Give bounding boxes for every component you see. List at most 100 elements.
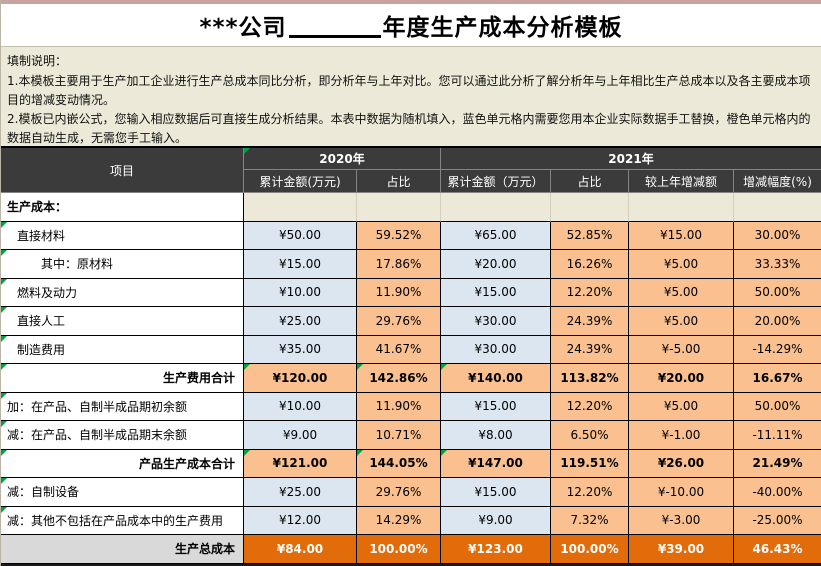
value-cell[interactable]: 11.90%: [357, 392, 441, 421]
row-label-cell[interactable]: 生产费用合计: [1, 364, 244, 393]
row-label-cell[interactable]: 制造费用: [1, 335, 244, 364]
value-cell[interactable]: -14.29%: [734, 335, 821, 364]
row-label-cell[interactable]: 加：在产品、自制半成品期初余额: [1, 392, 244, 421]
value-cell[interactable]: ¥120.00: [244, 364, 357, 393]
value-cell[interactable]: ¥26.00: [629, 449, 734, 478]
value-cell[interactable]: 6.50%: [551, 421, 629, 450]
value-cell[interactable]: ¥121.00: [244, 449, 357, 478]
value-cell[interactable]: -11.11%: [734, 421, 821, 450]
row-label-cell[interactable]: 减：自制设备: [1, 478, 244, 507]
value-cell[interactable]: ¥15.00: [441, 392, 551, 421]
value-cell[interactable]: 52.85%: [551, 221, 629, 250]
value-cell[interactable]: 12.20%: [551, 278, 629, 307]
value-cell[interactable]: 16.67%: [734, 364, 821, 393]
row-label-cell[interactable]: 减：在产品、自制半成品期末余额: [1, 421, 244, 450]
value-cell[interactable]: 17.86%: [357, 250, 441, 279]
row-label-cell[interactable]: 产品生产成本合计: [1, 449, 244, 478]
value-cell[interactable]: 24.39%: [551, 335, 629, 364]
value-cell[interactable]: ¥15.00: [441, 278, 551, 307]
col-subheader-0-0[interactable]: 累计金额(万元): [244, 170, 357, 193]
value-cell[interactable]: 29.76%: [357, 478, 441, 507]
value-cell[interactable]: 33.33%: [734, 250, 821, 279]
value-cell[interactable]: ¥123.00: [441, 535, 551, 564]
value-cell[interactable]: ¥30.00: [441, 335, 551, 364]
value-cell[interactable]: ¥5.00: [629, 307, 734, 336]
value-cell[interactable]: 59.52%: [357, 221, 441, 250]
col-header-item[interactable]: 项目: [1, 148, 244, 193]
value-cell[interactable]: 30.00%: [734, 221, 821, 250]
value-cell[interactable]: 21.49%: [734, 449, 821, 478]
value-cell[interactable]: -25.00%: [734, 506, 821, 535]
value-cell[interactable]: ¥25.00: [244, 478, 357, 507]
value-cell[interactable]: 142.86%: [357, 364, 441, 393]
value-cell[interactable]: 29.76%: [357, 307, 441, 336]
value-cell[interactable]: 14.29%: [357, 506, 441, 535]
value-cell[interactable]: ¥10.00: [244, 392, 357, 421]
value-cell[interactable]: ¥10.00: [244, 278, 357, 307]
value-cell[interactable]: ¥147.00: [441, 449, 551, 478]
value-cell[interactable]: ¥15.00: [629, 221, 734, 250]
row-label-cell[interactable]: 生产总成本: [1, 535, 244, 564]
value-cell[interactable]: 100.00%: [357, 535, 441, 564]
row-label-cell[interactable]: 直接材料: [1, 221, 244, 250]
value-cell[interactable]: ¥5.00: [629, 278, 734, 307]
value-cell[interactable]: ¥-5.00: [629, 335, 734, 364]
value-cell[interactable]: 100.00%: [551, 535, 629, 564]
value-cell[interactable]: ¥84.00: [244, 535, 357, 564]
value-cell[interactable]: 20.00%: [734, 307, 821, 336]
value-cell[interactable]: ¥140.00: [441, 364, 551, 393]
value-cell[interactable]: 7.32%: [551, 506, 629, 535]
value-cell[interactable]: ¥20.00: [629, 364, 734, 393]
value-cell[interactable]: 24.39%: [551, 307, 629, 336]
value-cell[interactable]: ¥9.00: [244, 421, 357, 450]
value-cell[interactable]: ¥5.00: [629, 392, 734, 421]
value-cell[interactable]: 16.26%: [551, 250, 629, 279]
value-cell[interactable]: [441, 193, 551, 222]
value-cell[interactable]: 144.05%: [357, 449, 441, 478]
value-cell[interactable]: [734, 193, 821, 222]
value-cell[interactable]: [629, 193, 734, 222]
row-label-cell[interactable]: 燃料及动力: [1, 278, 244, 307]
value-cell[interactable]: ¥-10.00: [629, 478, 734, 507]
value-cell[interactable]: ¥35.00: [244, 335, 357, 364]
value-cell[interactable]: -40.00%: [734, 478, 821, 507]
value-cell[interactable]: ¥25.00: [244, 307, 357, 336]
col-subheader-1-0[interactable]: 累计金额（万元）: [441, 170, 551, 193]
col-subheader-1-3[interactable]: 增减幅度(%): [734, 170, 821, 193]
value-cell[interactable]: [357, 193, 441, 222]
value-cell[interactable]: ¥12.00: [244, 506, 357, 535]
value-cell[interactable]: 12.20%: [551, 392, 629, 421]
value-cell[interactable]: ¥50.00: [244, 221, 357, 250]
value-cell[interactable]: 50.00%: [734, 278, 821, 307]
value-cell[interactable]: 12.20%: [551, 478, 629, 507]
row-label-cell[interactable]: 其中：原材料: [1, 250, 244, 279]
value-cell[interactable]: ¥65.00: [441, 221, 551, 250]
value-cell[interactable]: ¥5.00: [629, 250, 734, 279]
value-cell[interactable]: 50.00%: [734, 392, 821, 421]
value-cell[interactable]: ¥20.00: [441, 250, 551, 279]
row-label-cell[interactable]: 生产成本：: [1, 193, 244, 222]
value-cell[interactable]: ¥-1.00: [629, 421, 734, 450]
value-cell[interactable]: [551, 193, 629, 222]
col-header-year-0[interactable]: 2020年: [244, 148, 441, 170]
row-label-cell[interactable]: 直接人工: [1, 307, 244, 336]
value-cell[interactable]: 46.43%: [734, 535, 821, 564]
value-cell[interactable]: ¥15.00: [244, 250, 357, 279]
value-cell[interactable]: 11.90%: [357, 278, 441, 307]
value-cell[interactable]: ¥8.00: [441, 421, 551, 450]
col-subheader-0-1[interactable]: 占比: [357, 170, 441, 193]
value-cell[interactable]: 113.82%: [551, 364, 629, 393]
col-subheader-1-2[interactable]: 较上年增减额: [629, 170, 734, 193]
value-cell[interactable]: 10.71%: [357, 421, 441, 450]
value-cell[interactable]: ¥15.00: [441, 478, 551, 507]
value-cell[interactable]: 119.51%: [551, 449, 629, 478]
value-cell[interactable]: ¥39.00: [629, 535, 734, 564]
value-cell[interactable]: ¥30.00: [441, 307, 551, 336]
value-cell[interactable]: 41.67%: [357, 335, 441, 364]
row-label-cell[interactable]: 减：其他不包括在产品成本中的生产费用: [1, 506, 244, 535]
value-cell[interactable]: ¥-3.00: [629, 506, 734, 535]
col-header-year-1[interactable]: 2021年: [441, 148, 821, 170]
value-cell[interactable]: [244, 193, 357, 222]
value-cell[interactable]: ¥9.00: [441, 506, 551, 535]
col-subheader-1-1[interactable]: 占比: [551, 170, 629, 193]
